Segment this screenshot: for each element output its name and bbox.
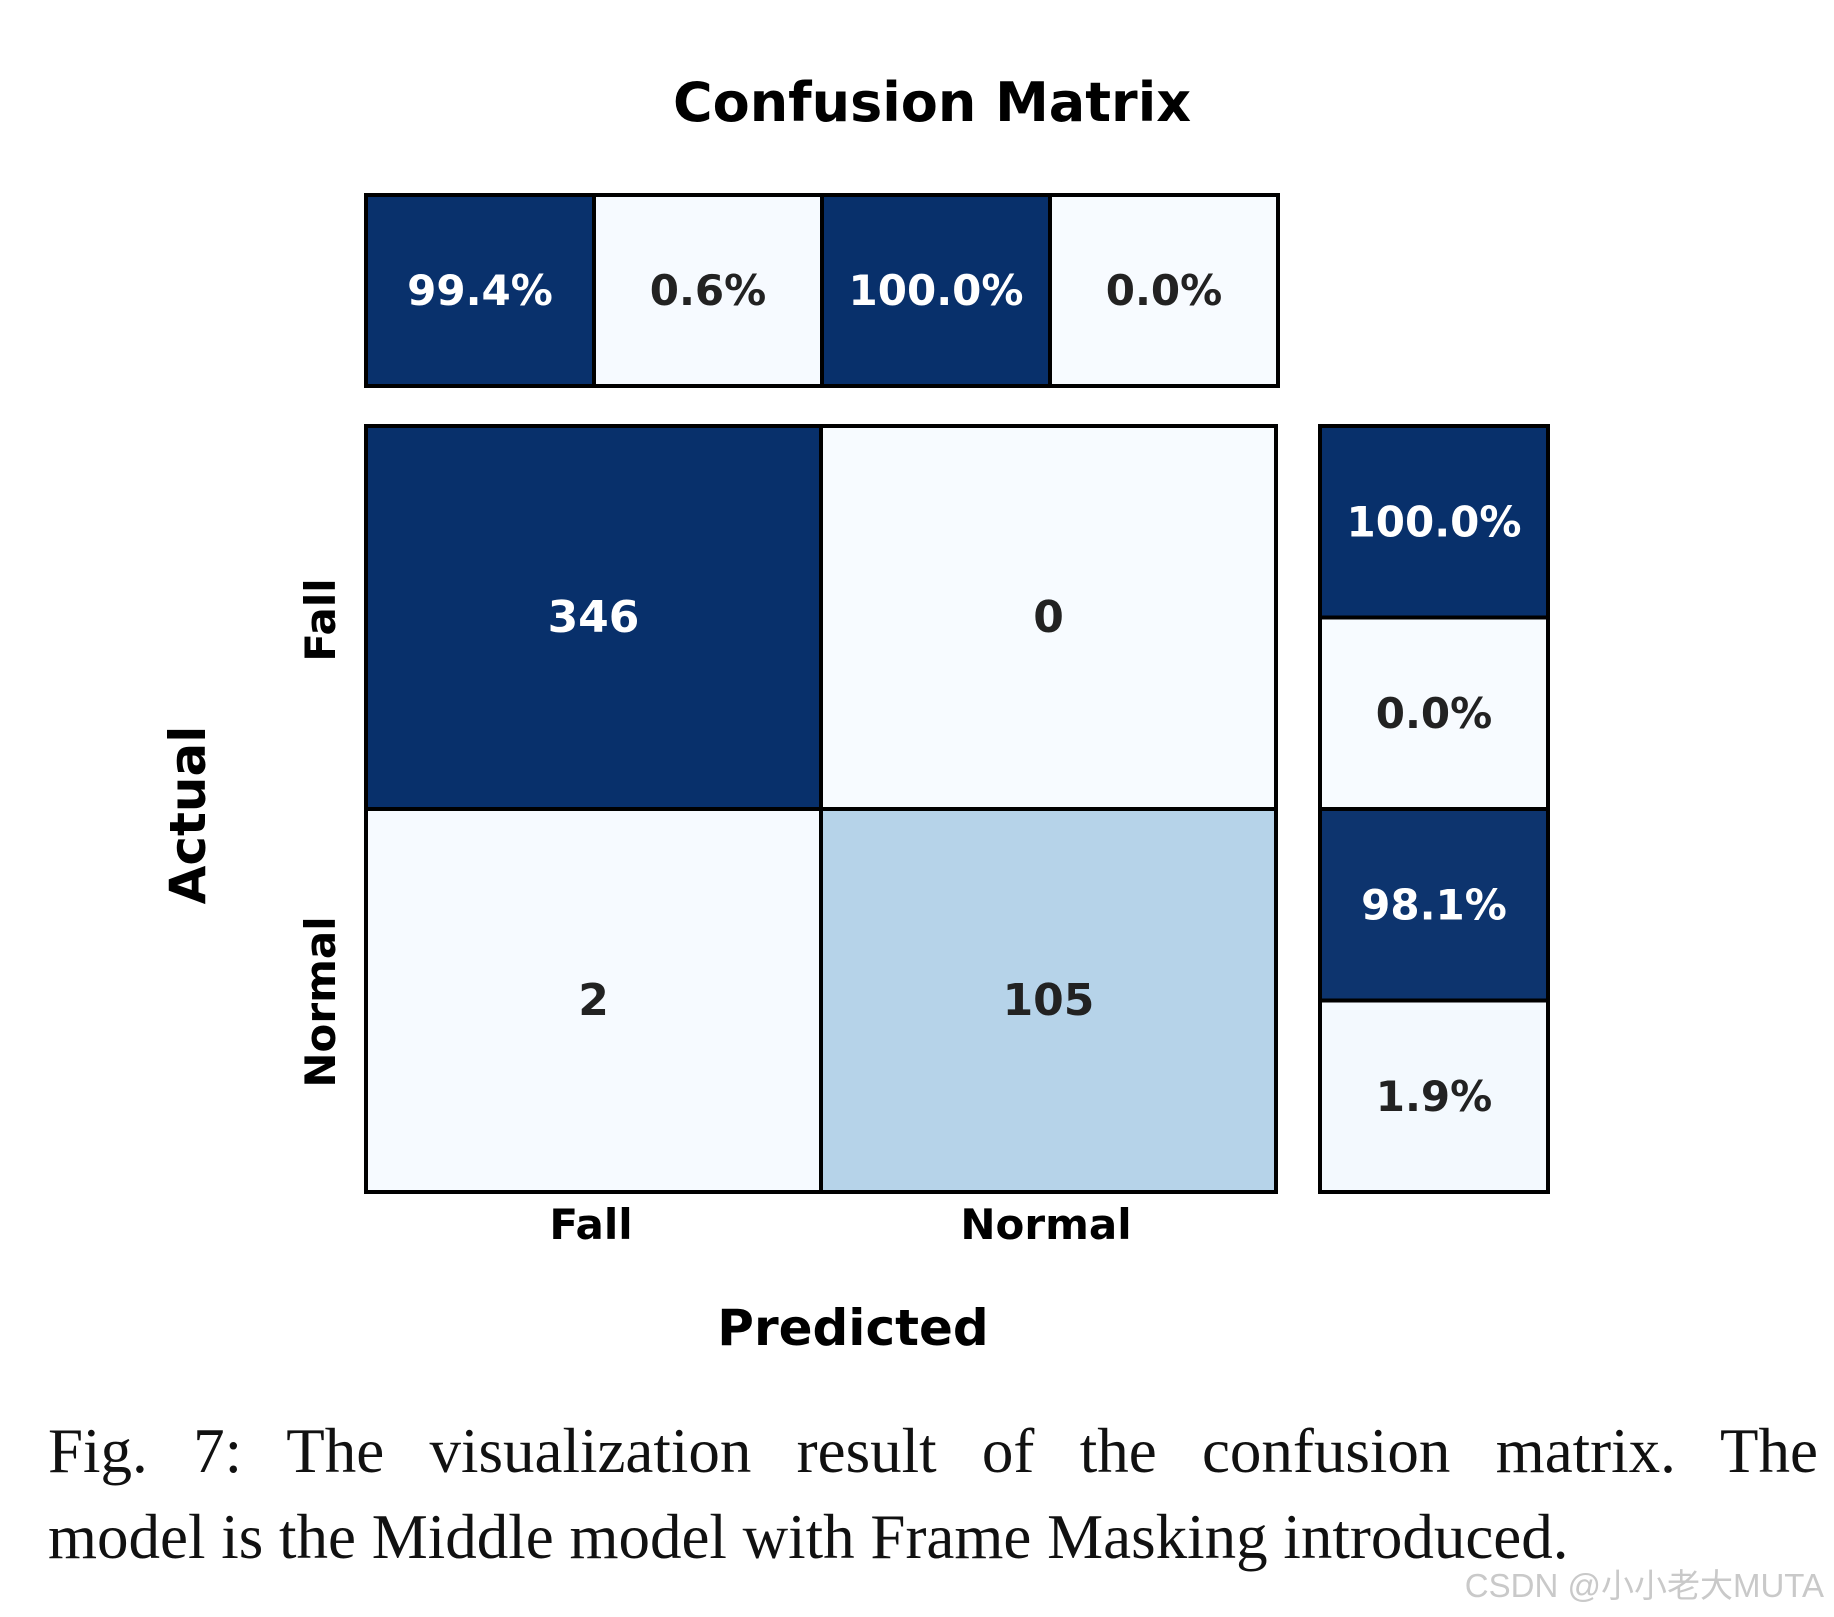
confusion-matrix-grid: 346 0 2 105 — [364, 424, 1278, 1194]
top-pct-1-label: 0.6% — [650, 266, 766, 315]
x-tick-fall: Fall — [549, 1200, 632, 1249]
matrix-r1-c0-label: 2 — [578, 975, 609, 1026]
right-pct-1-label: 0.0% — [1376, 689, 1492, 738]
watermark: CSDN @小小老大MUTA — [1464, 1567, 1824, 1604]
top-pct-2-cell — [820, 193, 1052, 388]
top-pct-3-cell — [1048, 193, 1280, 388]
chart-title: Confusion Matrix — [673, 71, 1191, 134]
right-pct-2-cell — [1318, 807, 1550, 1003]
x-tick-normal: Normal — [960, 1200, 1131, 1249]
matrix-r0-c0-label: 346 — [548, 592, 640, 643]
top-percentage-strip: 99.4% 0.6% 100.0% 0.0% — [364, 193, 1280, 388]
right-pct-1-cell — [1318, 615, 1550, 811]
figure-caption: Fig. 7: The visualization result of the … — [48, 1408, 1818, 1580]
top-pct-2-label: 100.0% — [849, 266, 1024, 315]
top-pct-0-cell — [364, 193, 596, 388]
right-pct-3-label: 1.9% — [1376, 1072, 1492, 1121]
matrix-r0-c1-label: 0 — [1033, 592, 1064, 643]
top-pct-1-cell — [592, 193, 824, 388]
right-pct-0-label: 100.0% — [1347, 497, 1522, 546]
right-percentage-strip: 100.0% 0.0% 98.1% 1.9% — [1318, 424, 1550, 1194]
y-axis-label: Actual — [159, 726, 217, 905]
right-pct-3-cell — [1318, 998, 1550, 1194]
matrix-r0-c0-cell — [364, 424, 823, 811]
matrix-r0-c1-cell — [819, 424, 1278, 811]
right-pct-2-label: 98.1% — [1361, 880, 1507, 929]
matrix-r1-c1-cell — [819, 807, 1278, 1194]
y-tick-normal: Normal — [296, 916, 345, 1087]
y-tick-fall: Fall — [296, 578, 345, 661]
matrix-r1-c1-label: 105 — [1003, 975, 1095, 1026]
top-pct-0-label: 99.4% — [407, 266, 553, 315]
top-pct-3-label: 0.0% — [1106, 266, 1222, 315]
x-axis-label: Predicted — [717, 1299, 988, 1357]
matrix-r1-c0-cell — [364, 807, 823, 1194]
caption-line-1: Fig. 7: The visualization result of the … — [48, 1416, 1818, 1486]
caption-line-2: model is the Middle model with Frame Mas… — [48, 1502, 1569, 1572]
